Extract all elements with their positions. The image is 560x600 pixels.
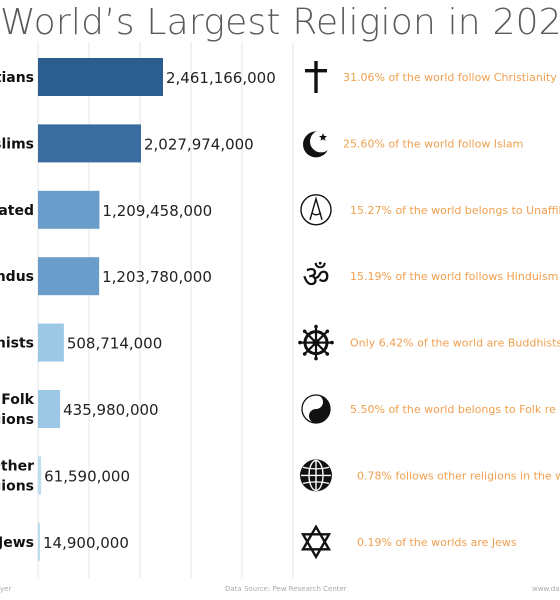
atheism-icon	[300, 194, 332, 226]
annotation-text: 0.78% follows other religions in the w	[357, 469, 560, 482]
footer-right: www.dat	[532, 585, 560, 593]
annotation-text: Only 6.42% of the world are Buddhists	[350, 337, 560, 350]
category-label: iated	[0, 203, 34, 219]
value-label: 1,203,780,000	[102, 268, 212, 286]
bar	[38, 390, 61, 428]
bar	[38, 58, 163, 96]
globe-icon	[300, 459, 332, 492]
bar	[38, 456, 42, 495]
annotation-text: 31.06% of the world follow Christianity …	[343, 71, 560, 84]
category-label: hists	[0, 336, 34, 352]
svg-text:ॐ: ॐ	[302, 260, 329, 295]
cross-icon	[305, 61, 327, 93]
value-label: 508,714,000	[67, 335, 162, 353]
annotation-text: 5.50% of the world belongs to Folk re	[350, 403, 556, 416]
category-label: Folk	[1, 392, 34, 408]
category-label: gions	[0, 478, 34, 494]
dharma-wheel-icon	[298, 324, 334, 361]
category-label: tians	[0, 70, 34, 86]
annotation-text: 15.19% of the world follows Hinduism	[350, 270, 558, 283]
footer-left: yer	[0, 585, 11, 593]
bar	[38, 323, 64, 362]
category-label: Jews	[0, 535, 34, 551]
gridlines	[37, 42, 294, 578]
category-label: slims	[0, 136, 34, 152]
bar	[38, 190, 100, 229]
religion-icons: ॐ	[298, 61, 334, 560]
category-label: ndus	[0, 269, 34, 285]
star-of-david-icon	[300, 524, 332, 560]
crescent-star-icon	[303, 130, 332, 158]
om-icon: ॐ	[302, 260, 329, 295]
yin-yang-icon	[301, 394, 331, 424]
annotation-text: 15.27% of the world belongs to Unaffil	[350, 204, 560, 217]
annotation-text: 0.19% of the worlds are Jews	[357, 536, 517, 549]
bar	[38, 257, 100, 296]
annotation-text: 25.60% of the world follow Islam	[343, 137, 523, 150]
bar	[38, 522, 40, 561]
footer-source: Data Source: Pew Research Center	[225, 585, 347, 593]
bar	[38, 124, 141, 163]
category-label: Other	[0, 458, 34, 474]
labels: 2,461,166,000 tians 31.06% of the world fo…	[0, 69, 560, 552]
value-label: 14,900,000	[43, 534, 129, 552]
value-label: 435,980,000	[63, 401, 158, 419]
bars	[38, 58, 163, 561]
value-label: 2,027,974,000	[144, 135, 254, 153]
value-label: 1,209,458,000	[102, 202, 212, 220]
value-label: 2,461,166,000	[166, 69, 276, 87]
category-label: gions	[0, 412, 34, 428]
chart-title: World’s Largest Religion in 2024	[0, 2, 560, 43]
value-label: 61,590,000	[44, 467, 130, 485]
